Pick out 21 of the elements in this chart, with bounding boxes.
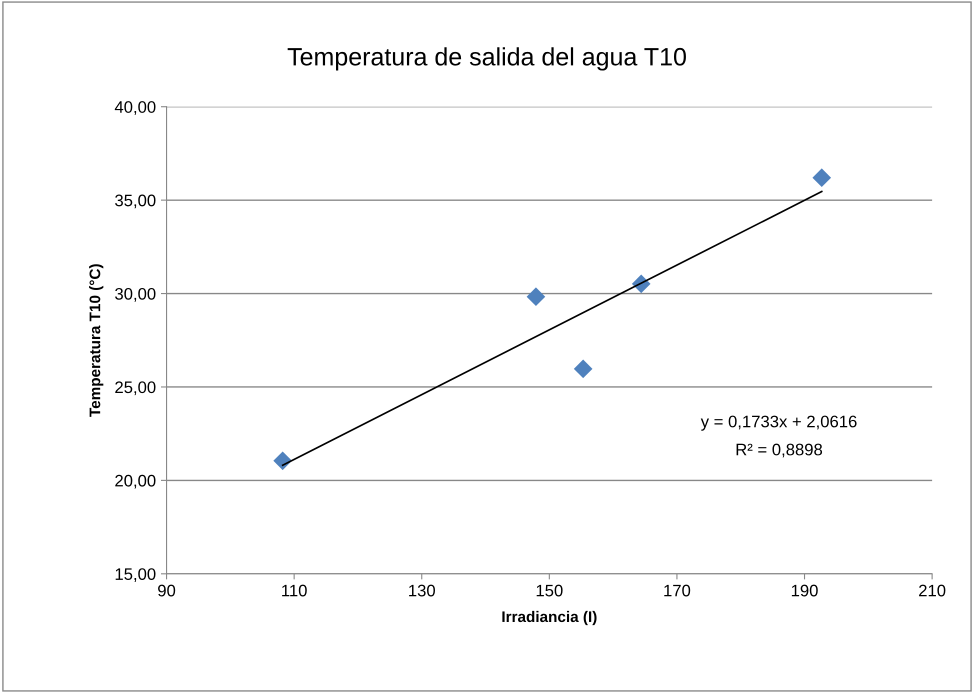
y-tick-label: 15,00 bbox=[116, 568, 156, 582]
y-tick-label: 25,00 bbox=[115, 381, 156, 396]
y-tick-label: 30,00 bbox=[115, 288, 156, 302]
point bbox=[526, 287, 546, 306]
y-tick-label: 35,00 bbox=[115, 194, 156, 208]
point bbox=[574, 360, 592, 378]
chart-title: Temperatura de salida del agua T10 bbox=[288, 47, 686, 71]
x-tick-label: 210 bbox=[919, 584, 946, 596]
x-tick-label: 190 bbox=[792, 584, 818, 596]
x-axis-title: Irradiancia (I) bbox=[502, 610, 597, 626]
x-tick-label: 90 bbox=[158, 584, 176, 596]
x-tick-label: 130 bbox=[409, 584, 435, 596]
y-tick-label: 40,00 bbox=[114, 101, 156, 115]
annotation: y = 0,1733x + 2,0616 bbox=[700, 416, 857, 431]
y-axis-title: Temperatura T10 (°C) bbox=[89, 264, 104, 417]
x-tick-label: 150 bbox=[536, 584, 563, 596]
y-tick-label: 20,00 bbox=[115, 474, 156, 489]
x-tick-label: 110 bbox=[282, 584, 307, 596]
point bbox=[812, 168, 832, 188]
x-tick-label: 170 bbox=[664, 584, 690, 596]
annotation: R² = 0,8898 bbox=[736, 444, 822, 458]
